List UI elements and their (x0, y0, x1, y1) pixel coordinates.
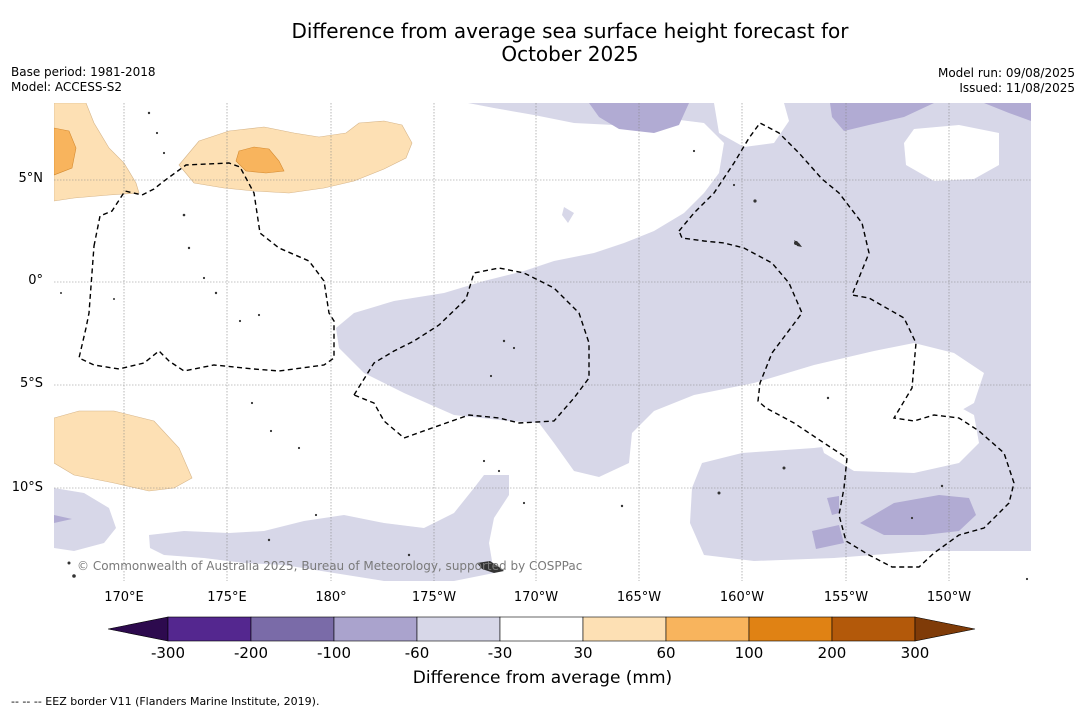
cbar-tick-300: 300 (900, 644, 930, 662)
lat-label-10s: 10°S (11, 480, 43, 495)
lat-label-5s: 5°S (19, 376, 43, 391)
lat-label-0: 0° (28, 273, 43, 288)
eez-legend-note: -- -- -- EEZ border V11 (Flanders Marine… (11, 695, 320, 708)
colorbar-segment (831, 616, 916, 642)
lon-label-155w: 155°W (823, 590, 869, 605)
cbar-tick-100: 100 (734, 644, 764, 662)
colorbar-segment (167, 616, 252, 642)
colorbar-segment (582, 616, 667, 642)
meta-right: Model run: 09/08/2025 Issued: 11/08/2025 (938, 66, 1075, 96)
cbar-tick-m200: -200 (233, 644, 269, 662)
lon-label-150w: 150°W (926, 590, 972, 605)
anomaly-orange (54, 127, 285, 176)
map-title: Difference from average sea surface heig… (0, 20, 1085, 66)
cbar-tick-m300: -300 (150, 644, 186, 662)
graticule (54, 103, 1031, 581)
colorbar-extend-low (108, 616, 169, 642)
anomaly-light-orange (54, 103, 413, 492)
sea-surface-height-map (54, 103, 1031, 581)
cbar-tick-60: 60 (656, 644, 676, 662)
colorbar-label: Difference from average (mm) (412, 668, 673, 688)
cbar-tick-200: 200 (817, 644, 847, 662)
lat-label-5n: 5°N (18, 171, 44, 186)
colorbar-segment (499, 616, 584, 642)
title-line-1: Difference from average sea surface heig… (291, 19, 849, 43)
lon-label-160w: 160°W (719, 590, 765, 605)
lon-label-175w: 175°W (411, 590, 457, 605)
lon-label-170w: 170°W (513, 590, 559, 605)
colorbar (108, 616, 976, 642)
lon-label-180: 180° (315, 590, 347, 605)
title-line-2: October 2025 (501, 42, 639, 66)
lon-label-170e: 170°E (104, 590, 144, 605)
copyright-credit: © Commonwealth of Australia 2025, Bureau… (77, 559, 583, 573)
colorbar-segment (416, 616, 501, 642)
anomaly-neutral-holes (714, 103, 999, 473)
model-name: Model: ACCESS-S2 (11, 80, 123, 94)
base-period: Base period: 1981-2018 (11, 65, 156, 79)
meta-left: Base period: 1981-2018 Model: ACCESS-S2 (11, 65, 156, 95)
cbar-tick-30: 30 (573, 644, 593, 662)
colorbar-extend-high (914, 616, 976, 642)
issued-date: Issued: 11/08/2025 (959, 81, 1075, 95)
colorbar-segment (748, 616, 833, 642)
cbar-tick-m30: -30 (487, 644, 513, 662)
colorbar-segment (665, 616, 750, 642)
cbar-tick-m100: -100 (316, 644, 352, 662)
islands (60, 111, 1029, 581)
eez-borders (78, 122, 1015, 568)
cbar-tick-m60: -60 (404, 644, 430, 662)
lon-label-165w: 165°W (616, 590, 662, 605)
lon-label-175e: 175°E (207, 590, 247, 605)
colorbar-segment (333, 616, 418, 642)
model-run: Model run: 09/08/2025 (937, 66, 1075, 80)
colorbar-segment (250, 616, 335, 642)
